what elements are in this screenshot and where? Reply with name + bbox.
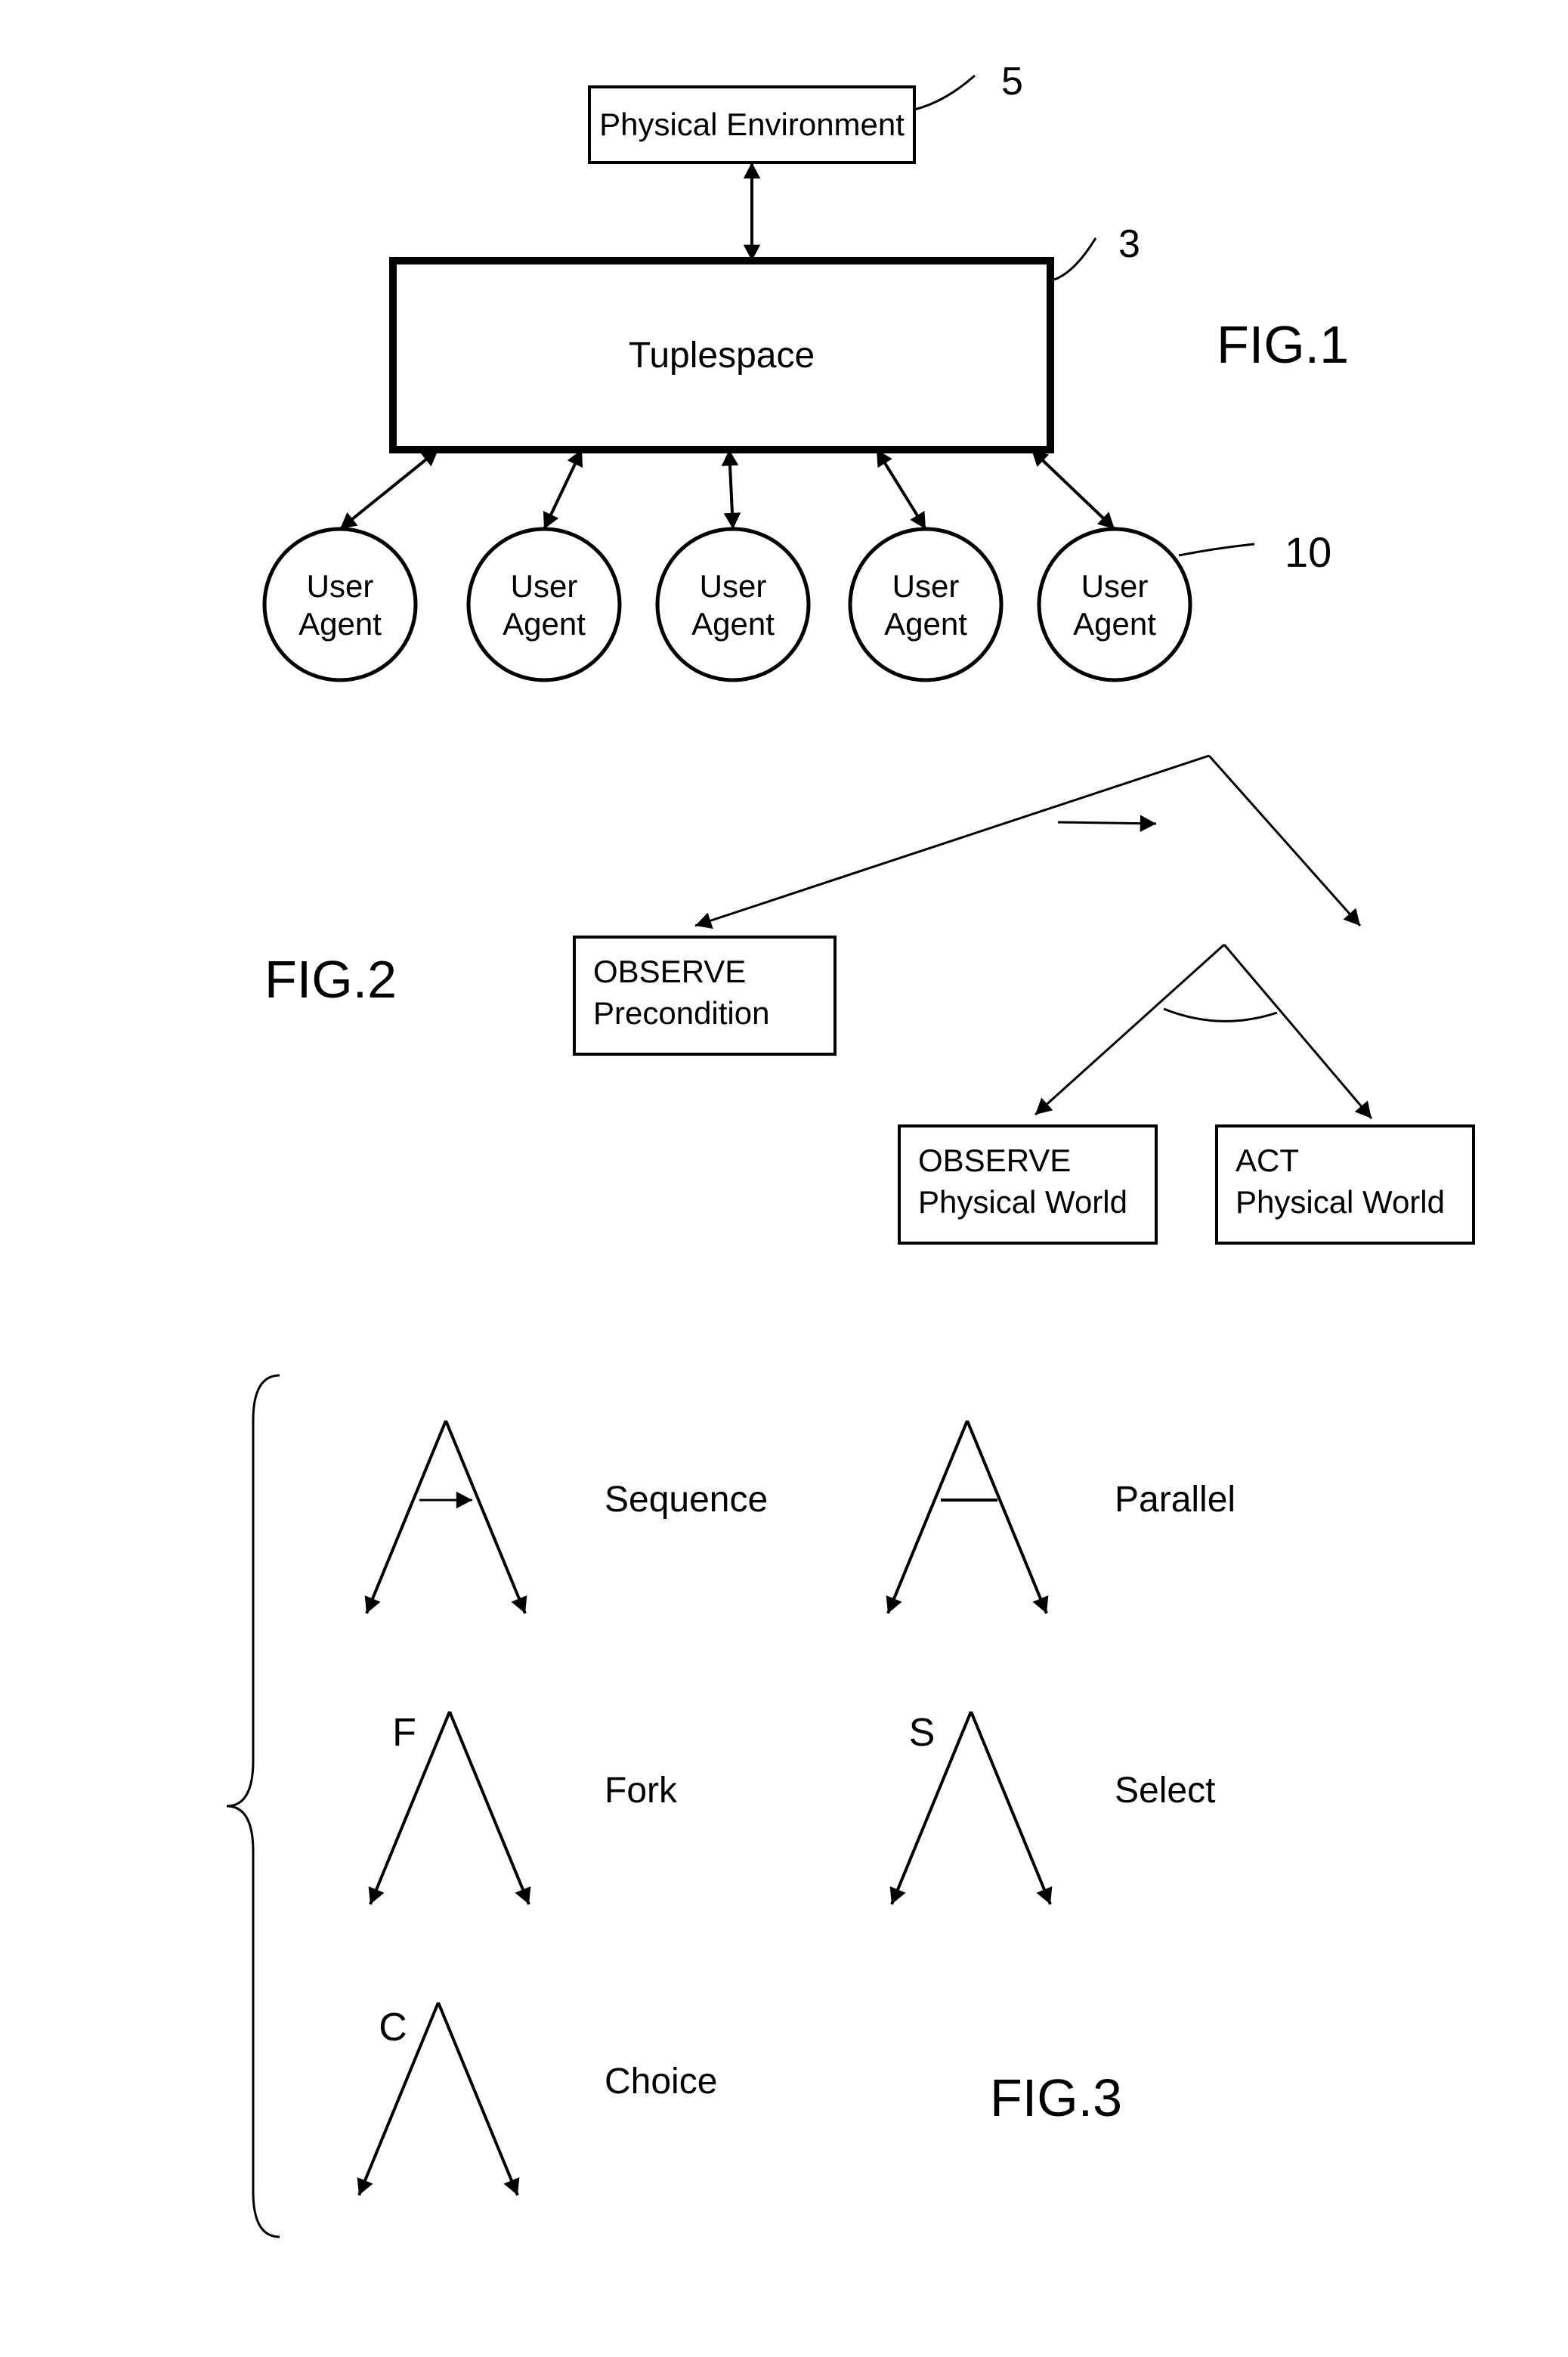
observe-precond-l1: OBSERVE: [593, 954, 746, 989]
act-world-l1: ACT: [1236, 1143, 1299, 1178]
user-agent-1-l2: Agent: [503, 606, 586, 642]
leader-5-text: 5: [1001, 60, 1023, 104]
tree-label-2: Fork: [605, 1771, 678, 1811]
observe-world-l2: Physical World: [918, 1184, 1127, 1220]
fig3-label: FIG.3: [990, 2068, 1122, 2127]
tree-label-0: Sequence: [605, 1480, 768, 1520]
tree-label-3: Select: [1115, 1771, 1215, 1811]
fig2-label: FIG.2: [264, 950, 397, 1009]
tree-label-4: Choice: [605, 2062, 717, 2102]
user-agent-3-l2: Agent: [884, 606, 967, 642]
user-agent-1-l1: User: [511, 568, 578, 604]
leader-10-text: 10: [1285, 528, 1331, 576]
user-agent-2-l2: Agent: [691, 606, 775, 642]
tuplespace-label: Tuplespace: [629, 336, 815, 376]
user-agent-0-l1: User: [307, 568, 374, 604]
tree-tag-4: C: [379, 2006, 407, 2049]
tree-tag-3: S: [909, 1711, 936, 1755]
leader-3-text: 3: [1118, 222, 1140, 266]
user-agent-1: [469, 529, 620, 680]
user-agent-3: [850, 529, 1001, 680]
user-agent-4-l1: User: [1081, 568, 1149, 604]
user-agent-2-l1: User: [700, 568, 767, 604]
user-agent-4-l2: Agent: [1073, 606, 1156, 642]
observe-precond-l2: Precondition: [593, 995, 769, 1031]
observe-world-l1: OBSERVE: [918, 1143, 1071, 1178]
tree-label-1: Parallel: [1115, 1480, 1236, 1520]
user-agent-0: [264, 529, 416, 680]
env-label: Physical Environment: [599, 107, 905, 142]
user-agent-3-l1: User: [892, 568, 960, 604]
act-world-l2: Physical World: [1236, 1184, 1445, 1220]
user-agent-0-l2: Agent: [298, 606, 382, 642]
user-agent-4: [1039, 529, 1190, 680]
fig1-label: FIG.1: [1217, 315, 1349, 374]
user-agent-2: [657, 529, 809, 680]
tree-tag-2: F: [392, 1711, 416, 1755]
